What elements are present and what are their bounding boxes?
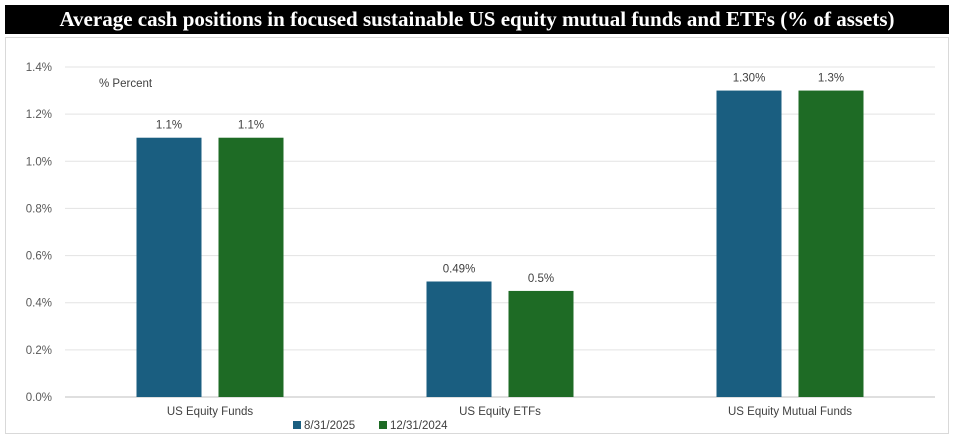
data-label: 0.49% xyxy=(443,264,476,276)
y-tick-label: 0.8% xyxy=(26,203,52,215)
legend-swatch xyxy=(293,421,301,429)
bar xyxy=(508,290,574,397)
bar xyxy=(136,137,202,397)
data-label: 1.1% xyxy=(156,120,182,132)
gridlines xyxy=(65,66,935,398)
y-tick-label: 1.4% xyxy=(26,62,52,74)
y-tick-label: 1.0% xyxy=(26,156,52,168)
bar xyxy=(716,90,782,398)
data-label: 0.5% xyxy=(528,273,554,285)
y-tick-label: 0.4% xyxy=(26,298,52,310)
chart-title: Average cash positions in focused sustai… xyxy=(5,5,949,34)
data-label: 1.3% xyxy=(818,73,844,85)
chart-frame xyxy=(5,37,949,434)
y-tick-label: 0.0% xyxy=(26,392,52,404)
x-tick-label: US Equity Funds xyxy=(167,406,254,418)
x-axis: US Equity Funds US Equity ETFs US Equity M… xyxy=(167,406,852,418)
y-axis: 0.0% 0.2% 0.4% 0.6% 0.8% 1.0% 1.2% 1.4% xyxy=(26,62,52,404)
bars: 1.1% 1.1% 0.49% 0.5% 1.30% 1.3% xyxy=(136,73,864,398)
y-tick-label: 1.2% xyxy=(26,109,52,121)
data-label: 1.30% xyxy=(733,73,766,85)
y-tick-label: 0.2% xyxy=(26,345,52,357)
x-tick-label: US Equity Mutual Funds xyxy=(728,406,852,418)
legend: 8/31/2025 12/31/2024 xyxy=(293,420,448,432)
y-tick-label: 0.6% xyxy=(26,251,52,263)
legend-label: 8/31/2025 xyxy=(304,420,355,432)
bar xyxy=(218,137,284,397)
bar xyxy=(798,90,864,398)
bar xyxy=(426,281,492,397)
legend-label: 12/31/2024 xyxy=(390,420,448,432)
x-tick-label: US Equity ETFs xyxy=(459,406,541,418)
unit-label: % Percent xyxy=(99,78,153,90)
legend-swatch xyxy=(379,421,387,429)
data-label: 1.1% xyxy=(238,120,264,132)
